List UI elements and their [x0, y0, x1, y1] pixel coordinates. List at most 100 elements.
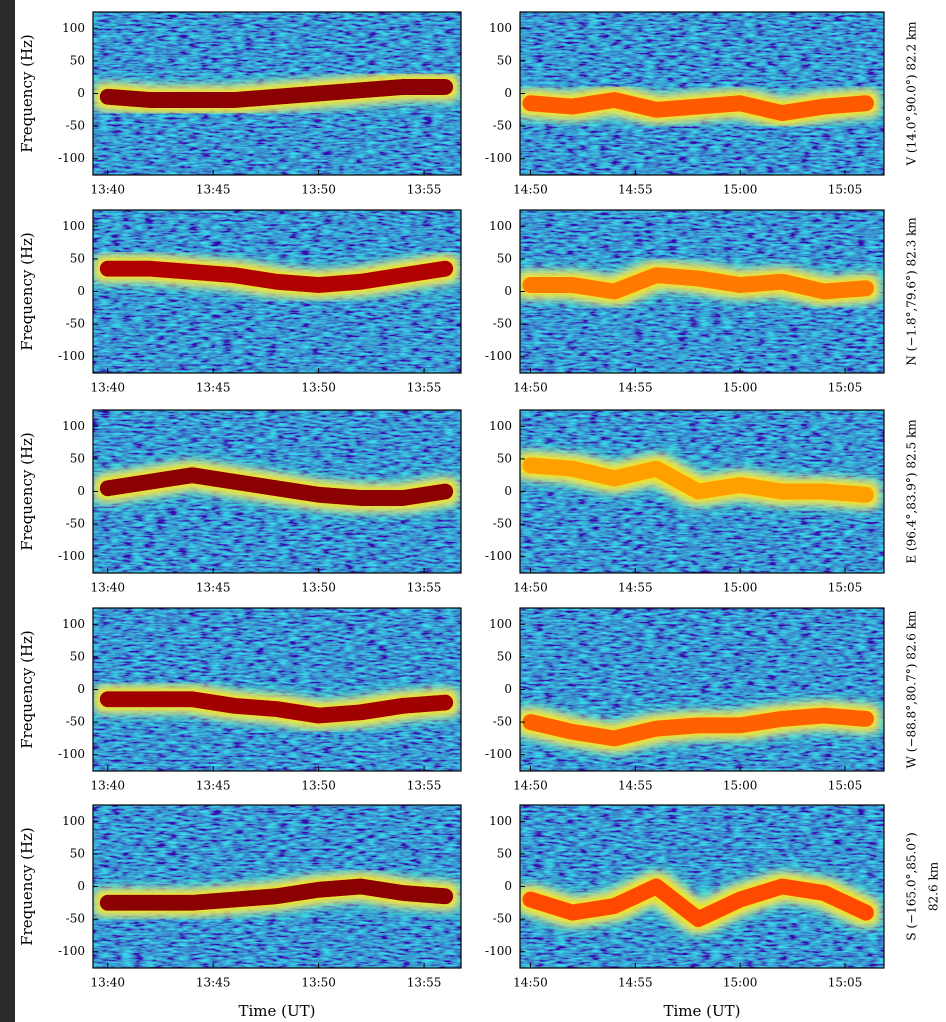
x-tick-label: 13:50	[301, 581, 336, 595]
y-tick-label: -50	[493, 517, 512, 531]
y-tick-label: 100	[62, 219, 85, 233]
echo-trace	[99, 467, 454, 507]
x-tick-label: 13:55	[407, 183, 442, 197]
x-tick-label: 15:05	[828, 183, 863, 197]
spectrogram-noise	[93, 210, 461, 373]
y-axis-label: Frequency (Hz)	[18, 827, 36, 946]
y-tick-label: 50	[70, 846, 85, 860]
x-tick-label: 13:45	[196, 976, 231, 990]
y-tick-label: 0	[504, 86, 512, 100]
y-axis-label: Frequency (Hz)	[18, 630, 36, 749]
y-tick-label: 0	[77, 284, 85, 298]
x-tick-label: 15:00	[723, 183, 758, 197]
y-tick-label: 100	[489, 219, 512, 233]
y-tick-label: -50	[66, 715, 85, 729]
y-tick-label: -50	[66, 912, 85, 926]
y-tick-label: 100	[62, 617, 85, 631]
x-tick-label: 13:50	[301, 183, 336, 197]
y-tick-label: -100	[58, 944, 85, 958]
x-axis-label: Time (UT)	[663, 1002, 740, 1020]
y-tick-label: -100	[58, 549, 85, 563]
x-tick-label: 13:55	[407, 779, 442, 793]
y-tick-label: -100	[58, 349, 85, 363]
x-tick-label: 13:45	[196, 381, 231, 395]
y-tick-label: 50	[497, 649, 512, 663]
y-tick-label: 50	[70, 251, 85, 265]
x-tick-label: 14:50	[513, 779, 548, 793]
x-tick-label: 14:55	[618, 779, 653, 793]
x-axis-label: Time (UT)	[238, 1002, 315, 1020]
y-tick-label: 50	[497, 53, 512, 67]
y-tick-label: 0	[504, 682, 512, 696]
x-tick-label: 15:00	[723, 779, 758, 793]
panel-annotation: S (−165.0°,85.0°)	[905, 832, 919, 940]
y-tick-label: 50	[70, 53, 85, 67]
x-tick-label: 13:50	[301, 381, 336, 395]
y-tick-label: 0	[504, 284, 512, 298]
plot-area	[522, 457, 874, 503]
x-tick-label: 13:40	[90, 581, 125, 595]
x-tick-label: 13:40	[90, 183, 125, 197]
x-tick-label: 15:05	[828, 976, 863, 990]
y-tick-label: -100	[485, 944, 512, 958]
x-tick-label: 15:05	[828, 381, 863, 395]
y-tick-label: 0	[77, 86, 85, 100]
y-tick-label: 100	[489, 21, 512, 35]
plot-area	[522, 878, 874, 928]
x-tick-label: 15:00	[723, 381, 758, 395]
x-tick-label: 13:50	[301, 976, 336, 990]
y-tick-label: 0	[504, 879, 512, 893]
y-tick-label: 0	[77, 682, 85, 696]
x-tick-label: 15:00	[723, 976, 758, 990]
echo-trace	[99, 78, 454, 109]
plot-area	[99, 691, 454, 724]
y-tick-label: 100	[489, 617, 512, 631]
x-tick-label: 14:55	[618, 381, 653, 395]
panel-annotation: V (14.0°,90.0°) 82.2 km	[905, 21, 919, 167]
y-tick-label: -50	[66, 517, 85, 531]
y-axis-label: Frequency (Hz)	[18, 34, 36, 153]
plots: -100 -50 0 50 100 13:40 13:45 13:50 13:55 Frequen…	[18, 11, 941, 1020]
y-tick-label: -50	[493, 912, 512, 926]
x-tick-label: 15:05	[828, 779, 863, 793]
y-axis-label: Frequency (Hz)	[18, 432, 36, 551]
panel-annotation: N (−1.8°,79.6°) 82.3 km	[905, 217, 919, 366]
y-tick-label: 50	[497, 846, 512, 860]
plot-area	[99, 878, 454, 911]
echo-trace	[522, 267, 874, 300]
y-tick-label: 100	[62, 21, 85, 35]
x-tick-label: 13:45	[196, 581, 231, 595]
panel-annotation: 82.6 km	[927, 861, 941, 911]
y-tick-label: -50	[493, 317, 512, 331]
echo-trace	[522, 707, 874, 747]
x-tick-label: 13:55	[407, 976, 442, 990]
x-tick-label: 13:55	[407, 581, 442, 595]
y-tick-label: -50	[493, 119, 512, 133]
y-axis-label: Frequency (Hz)	[18, 232, 36, 351]
y-tick-label: 100	[489, 814, 512, 828]
plot-area	[99, 467, 454, 507]
x-tick-label: 13:45	[196, 183, 231, 197]
x-tick-label: 14:55	[618, 976, 653, 990]
plot-area	[522, 267, 874, 300]
x-tick-label: 15:00	[723, 581, 758, 595]
y-tick-label: 50	[70, 451, 85, 465]
spectrogram-noise	[520, 805, 884, 968]
x-tick-label: 13:40	[90, 976, 125, 990]
y-tick-label: -50	[493, 715, 512, 729]
spectrogram-noise	[93, 608, 461, 771]
y-tick-label: 100	[62, 419, 85, 433]
y-tick-label: 0	[77, 484, 85, 498]
echo-trace	[522, 878, 874, 928]
y-tick-label: 0	[504, 484, 512, 498]
plot-area	[522, 707, 874, 747]
y-tick-label: 50	[497, 251, 512, 265]
x-tick-label: 14:50	[513, 581, 548, 595]
plot-area	[99, 260, 454, 293]
x-tick-label: 14:50	[513, 976, 548, 990]
x-tick-label: 14:50	[513, 381, 548, 395]
x-tick-label: 13:40	[90, 381, 125, 395]
spectrogram-noise	[520, 608, 884, 771]
x-tick-label: 14:55	[618, 581, 653, 595]
